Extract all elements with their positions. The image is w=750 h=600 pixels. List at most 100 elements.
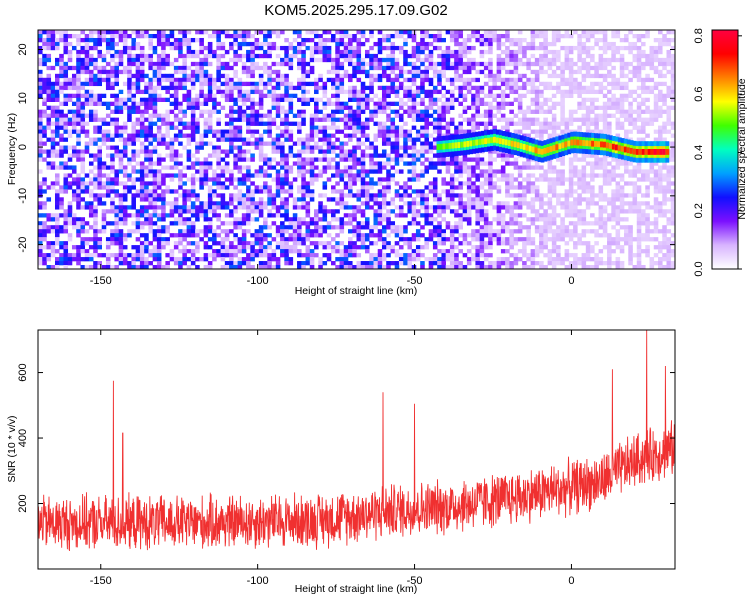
- spectrogram-cell: [173, 97, 179, 102]
- spectrogram-cell: [80, 249, 86, 254]
- spectrogram-cell: [441, 249, 446, 254]
- spectrogram-cell: [505, 49, 510, 55]
- spectrogram-cell: [127, 157, 132, 162]
- spectrogram-cell: [93, 221, 98, 226]
- spectrogram-cell: [398, 101, 404, 106]
- spectrogram-cell: [564, 125, 570, 130]
- spectrogram-cell: [348, 221, 353, 226]
- spectrogram-cell: [543, 81, 548, 87]
- spectrogram-cell: [475, 217, 480, 222]
- spectrogram-cell: [46, 73, 52, 79]
- spectrogram-cell: [339, 105, 345, 110]
- spectrogram-cell: [377, 161, 383, 166]
- spectrogram-cell: [568, 81, 574, 87]
- spectrogram-cell: [318, 193, 323, 198]
- spectrogram-cell: [271, 89, 277, 95]
- spectrogram-cell: [152, 193, 158, 198]
- spectrogram-cell: [114, 217, 119, 222]
- spectrogram-cell: [407, 97, 413, 102]
- spectrogram-cell: [513, 257, 519, 262]
- spectrogram-cell: [411, 233, 417, 238]
- spectrogram-cell: [458, 41, 463, 47]
- spectrogram-cell: [275, 149, 281, 154]
- spectrogram-cell: [564, 197, 570, 202]
- spectrogram-cell: [237, 81, 243, 87]
- spectrogram-cell: [178, 221, 183, 226]
- spectrogram-cell: [428, 145, 434, 150]
- spectrogram-cell: [139, 77, 145, 83]
- spectrogram-cell: [156, 93, 162, 99]
- spectrogram-cell: [437, 37, 442, 43]
- spectrogram-cell: [551, 121, 557, 126]
- spectrogram-cell: [348, 53, 353, 59]
- spectrogram-cell: [458, 73, 463, 79]
- spectrogram-cell: [390, 125, 396, 130]
- spectrogram-cell: [237, 193, 243, 198]
- spectrogram-cell: [381, 217, 387, 222]
- spectrogram-cell: [220, 93, 226, 99]
- spectrogram-cell: [297, 161, 302, 166]
- spectrogram-cell: [483, 193, 489, 198]
- spectrogram-cell: [97, 145, 102, 150]
- spectrogram-cell: [339, 201, 345, 206]
- spectrogram-cell: [97, 193, 102, 198]
- spectrogram-cell: [394, 137, 400, 142]
- spectrogram-cell: [101, 253, 107, 258]
- spectrogram-cell: [220, 105, 226, 110]
- spectrogram-cell: [369, 61, 374, 67]
- spectrogram-cell: [432, 69, 438, 75]
- spectrogram-cell: [547, 229, 553, 234]
- spectrogram-cell: [517, 237, 523, 242]
- spectrogram-cell: [118, 153, 124, 158]
- spectrogram-cell: [326, 225, 332, 230]
- spectrogram-cell: [513, 69, 519, 75]
- spectrogram-cell: [352, 61, 357, 67]
- spectrogram-cell: [466, 257, 472, 262]
- spectrogram-cell: [54, 153, 60, 158]
- spectrogram-cell: [424, 241, 429, 246]
- spectrogram-cell: [488, 189, 493, 194]
- spectrogram-cell: [139, 141, 145, 146]
- spectrogram-cell: [369, 257, 374, 262]
- spectrogram-cell: [352, 177, 357, 182]
- spectrogram-cell: [241, 257, 247, 262]
- spectrogram-cell: [505, 249, 510, 254]
- spectrogram-cell: [297, 49, 302, 55]
- spectrogram-cell: [360, 85, 366, 91]
- spectrogram-cell: [411, 201, 417, 206]
- spectrogram-cell: [432, 73, 438, 79]
- spectrogram-cell: [122, 121, 128, 126]
- spectrogram-cell: [297, 249, 302, 254]
- spectrogram-cell: [479, 237, 485, 242]
- spectrogram-cell: [263, 30, 268, 35]
- spectrogram-cell: [564, 121, 570, 126]
- spectrogram-cell: [390, 85, 396, 91]
- spectrogram-cell: [280, 221, 285, 226]
- spectrogram-cell: [547, 225, 553, 230]
- spectrogram-cell: [458, 185, 463, 190]
- spectrogram-cell: [105, 193, 111, 198]
- spectrogram-cell: [59, 53, 64, 59]
- spectrogram-cell: [148, 97, 153, 102]
- spectrogram-cell: [139, 193, 145, 198]
- spectrogram-cell: [314, 217, 319, 222]
- spectrogram-cell: [131, 133, 136, 138]
- spectrogram-cell: [233, 193, 238, 198]
- spectrogram-cell: [118, 261, 124, 266]
- spectrogram-cell: [165, 37, 170, 43]
- spectrogram-cell: [152, 209, 158, 214]
- spectrogram-cell: [335, 181, 340, 186]
- spectrogram-cell: [411, 165, 417, 170]
- spectrogram-cell: [207, 229, 213, 234]
- spectrogram-cell: [509, 121, 514, 126]
- spectrogram-cell: [165, 97, 170, 102]
- spectrogram-cell: [267, 133, 272, 138]
- spectrogram-cell: [173, 41, 179, 47]
- spectrogram-cell: [339, 109, 345, 114]
- spectrogram-cell: [88, 181, 94, 186]
- spectrogram-cell: [509, 53, 514, 59]
- spectrogram-cell: [80, 225, 86, 230]
- spectrogram-cell: [71, 213, 77, 218]
- spectrogram-cell: [543, 169, 548, 174]
- spectrogram-cell: [220, 249, 226, 254]
